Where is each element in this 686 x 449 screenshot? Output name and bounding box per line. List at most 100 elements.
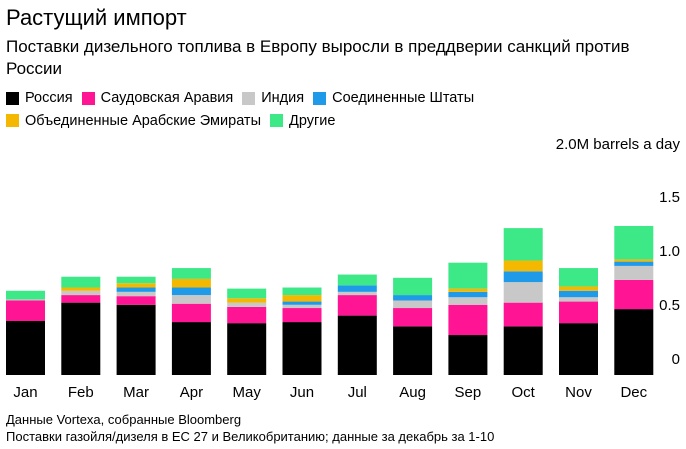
x-tick-label: Apr (180, 384, 203, 401)
legend-item: Саудовская Аравия (81, 88, 234, 108)
legend-label: Саудовская Аравия (100, 90, 234, 106)
bar-segment (614, 265, 654, 280)
bar-segment (448, 335, 488, 375)
bar-segment (337, 315, 377, 375)
bar-segment (282, 295, 322, 302)
bar-segment (559, 268, 598, 287)
legend-item: Индия (242, 88, 304, 108)
legend-label: Индия (261, 90, 305, 106)
legend-swatch (81, 91, 95, 105)
bar-segment (171, 295, 211, 304)
bar-segment (448, 297, 488, 305)
bar-segment (503, 228, 543, 261)
x-tick-label: May (233, 384, 262, 401)
bar-segment (393, 308, 433, 327)
bar-segment (6, 299, 45, 301)
legend-swatch (270, 114, 284, 127)
x-tick-label: Mar (123, 384, 149, 401)
legend-label: Россия (25, 90, 73, 106)
bar-segment (227, 298, 267, 303)
bar-segment (6, 321, 45, 375)
y-tick-label: 1.0 (659, 243, 680, 260)
bar-segment (559, 301, 598, 324)
bar-segment (337, 274, 377, 286)
x-tick-label: Jan (13, 384, 37, 401)
data-note: Поставки газойля/дизеля в ЕС 27 и Велико… (6, 429, 495, 444)
bar-segment (116, 283, 156, 288)
bar-segment (448, 304, 488, 336)
bar-segment (393, 295, 433, 301)
legend-swatch (313, 91, 327, 105)
bar-segment (282, 308, 322, 323)
bar-segment (448, 262, 488, 289)
bar-segment (61, 290, 101, 296)
bar-segment (227, 302, 267, 307)
x-tick-label: Jun (290, 384, 314, 401)
bar-segment (393, 326, 433, 375)
bar-segment (614, 261, 654, 266)
bar-segment (448, 288, 488, 292)
bar-segment (393, 300, 433, 309)
legend-item: Россия (6, 88, 73, 108)
bar-segment (171, 322, 211, 375)
bar-segment (282, 322, 322, 375)
legend-swatch (6, 114, 19, 127)
bar-segment (559, 286, 598, 291)
legend-label: Соединенные Штаты (332, 90, 475, 106)
legend-item: Другие (270, 111, 335, 131)
bar-segment (116, 291, 156, 297)
bar-segment (171, 278, 211, 288)
bar-segment (559, 290, 598, 298)
bar-segment (282, 287, 322, 296)
legend-label: Объединенные Арабские Эмираты (25, 112, 262, 129)
chart-legend: Россия Саудовская Аравия Индия Соединенные … (6, 88, 646, 133)
bar-segment (61, 287, 101, 291)
bar-segment (6, 290, 45, 300)
bar-segment (171, 268, 211, 279)
bar-segment (282, 304, 322, 309)
y-axis-unit-label: 2.0M barrels a day (556, 136, 681, 153)
bar-segment (61, 302, 101, 375)
bar-segment (61, 276, 101, 288)
x-tick-label: Aug (399, 384, 426, 401)
source-note: Данные Vortexa, собранные Bloomberg (6, 412, 242, 427)
legend-swatch (6, 91, 19, 105)
bar-segment (614, 309, 654, 375)
bar-segment (393, 277, 433, 296)
bar-segment (116, 296, 156, 305)
legend-swatch (242, 91, 256, 105)
bar-segment (116, 287, 156, 292)
bar-segment (6, 300, 45, 321)
bar-segment (227, 288, 267, 299)
bar-segment (448, 291, 488, 298)
bar-segment (116, 276, 156, 284)
bar-segment (337, 285, 377, 292)
bar-segment (227, 306, 267, 324)
bar-segment (337, 295, 377, 316)
bar-segment (503, 282, 543, 303)
bar-segment (503, 302, 543, 327)
bar-segment (282, 301, 322, 305)
bar-segment (559, 297, 598, 302)
x-tick-label: Dec (620, 384, 647, 401)
bar-segment (116, 304, 156, 375)
chart-subtitle: Поставки дизельного топлива в Европу выр… (6, 37, 630, 78)
chart-footnotes: Данные Vortexa, собранные Bloomberg Пост… (6, 411, 494, 445)
bar-segment (559, 323, 598, 375)
chart-title: Растущий импорт (6, 5, 187, 30)
bar-segment (171, 287, 211, 296)
x-tick-label: Jul (348, 384, 367, 401)
legend-item: Объединенные Арабские Эмираты (6, 111, 261, 131)
y-tick-label: 0.5 (659, 297, 680, 314)
bar-segment (614, 259, 654, 262)
x-tick-label: Oct (512, 384, 536, 401)
x-tick-label: Sep (455, 384, 482, 401)
bar-segment (503, 326, 543, 375)
legend-label: Другие (289, 112, 336, 129)
bar-segment (171, 303, 211, 323)
y-tick-label: 1.5 (659, 189, 680, 206)
x-tick-label: Nov (565, 384, 592, 401)
bar-segment (503, 271, 543, 283)
bar-segment (61, 295, 101, 303)
chart-plot: 2.0M barrels a day 0 0.5 1.0 1.5 Jan Feb Mar Apr… (6, 136, 681, 401)
